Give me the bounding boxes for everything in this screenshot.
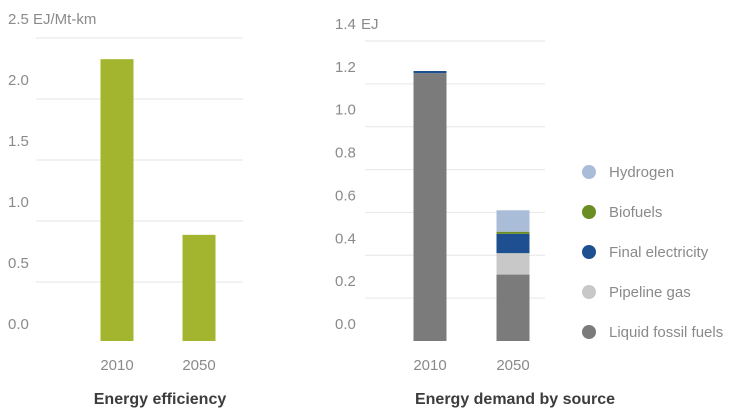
bar-2010 — [100, 59, 134, 342]
legend-item: Pipeline gas — [582, 284, 691, 301]
legend-item: Biofuels — [582, 204, 662, 221]
y-tick-label: 0.2 — [335, 273, 356, 290]
legend-swatch — [582, 165, 596, 179]
chart-title: Energy efficiency — [94, 391, 227, 408]
y-tick-label: 0.5 — [8, 255, 29, 272]
energy-efficiency-chart: 0.0 0.5 1.0 1.5 2.0 2.5 EJ/Mt-km 2010 2050 Ene… — [8, 11, 243, 408]
y-tick-label: 1.0 — [8, 194, 29, 211]
bar-segment-2050 — [496, 233, 530, 254]
bar-segment-2050 — [496, 253, 530, 275]
bar-2050 — [182, 234, 216, 341]
bar-segment-2050 — [496, 231, 530, 234]
y-axis-unit-label: EJ/Mt-km — [33, 11, 96, 28]
x-tick-label: 2010 — [413, 357, 446, 374]
y-tick-label: 2.0 — [8, 72, 29, 89]
y-tick-label: 0.6 — [335, 187, 356, 204]
y-tick-label: 0.0 — [335, 316, 356, 333]
legend-item: Final electricity — [582, 244, 709, 261]
bar-segment-2050 — [496, 274, 530, 341]
y-tick-label: 1.0 — [335, 102, 356, 119]
y-tick-label: 1.5 — [8, 133, 29, 150]
bar-segment-2010 — [413, 73, 447, 342]
y-tick-label: 0.0 — [8, 316, 29, 333]
bar-segment-2050 — [496, 210, 530, 232]
y-tick-label: 0.4 — [335, 230, 356, 247]
y-tick-labels: 0.0 0.5 1.0 1.5 2.0 2.5 — [8, 11, 29, 333]
stacked-bars — [413, 71, 530, 342]
legend: Hydrogen Biofuels Final electricity Pipelin… — [582, 164, 723, 341]
legend-label: Liquid fossil fuels — [609, 324, 723, 341]
x-tick-labels: 2010 2050 — [413, 357, 529, 374]
y-tick-label: 1.4 — [335, 16, 356, 33]
x-tick-label: 2050 — [182, 357, 215, 374]
bar-segment-2010 — [413, 71, 447, 74]
x-tick-label: 2050 — [496, 357, 529, 374]
legend-label: Pipeline gas — [609, 284, 691, 301]
legend-swatch — [582, 325, 596, 339]
legend-item: Liquid fossil fuels — [582, 324, 723, 341]
legend-label: Biofuels — [609, 204, 662, 221]
y-tick-label: 0.8 — [335, 145, 356, 162]
legend-swatch — [582, 245, 596, 259]
y-tick-label: 1.2 — [335, 59, 356, 76]
chart-title: Energy demand by source — [415, 391, 615, 408]
bars — [100, 59, 216, 342]
legend-swatch — [582, 285, 596, 299]
y-axis-unit-label: EJ — [361, 16, 379, 33]
legend-swatch — [582, 205, 596, 219]
legend-item: Hydrogen — [582, 164, 674, 181]
x-tick-label: 2010 — [100, 357, 133, 374]
y-tick-labels: 0.0 0.2 0.4 0.6 0.8 1.0 1.2 1.4 — [335, 16, 356, 333]
legend-label: Hydrogen — [609, 164, 674, 181]
legend-label: Final electricity — [609, 244, 709, 261]
x-tick-labels: 2010 2050 — [100, 357, 215, 374]
grid-lines — [365, 40, 545, 299]
energy-demand-chart: 0.0 0.2 0.4 0.6 0.8 1.0 1.2 1.4 EJ 2010 2050 Ene… — [335, 16, 723, 408]
y-tick-label: 2.5 — [8, 11, 29, 28]
